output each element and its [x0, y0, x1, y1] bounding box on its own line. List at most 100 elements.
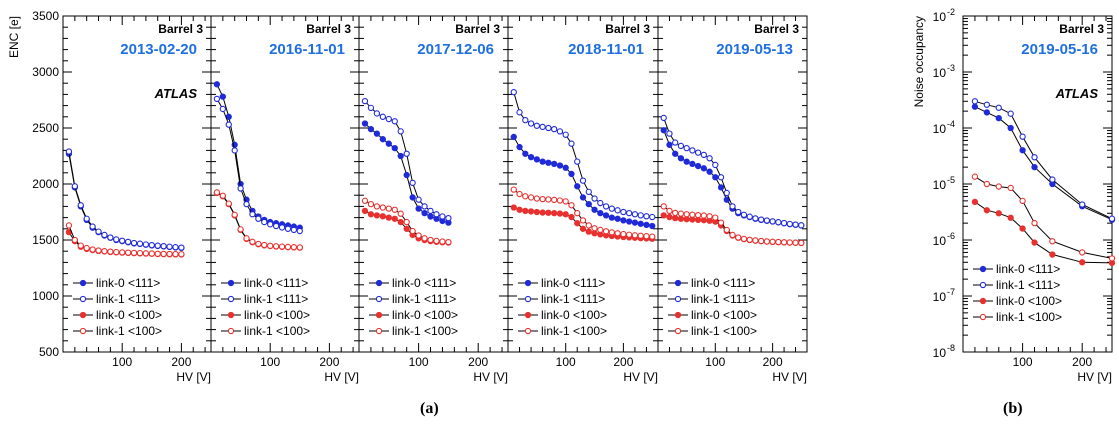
- data-point: [677, 210, 685, 217]
- data-point: [740, 235, 748, 243]
- x-tick-label: 200: [171, 355, 191, 369]
- data-point: [556, 210, 564, 217]
- data-point: [373, 203, 381, 210]
- data-point: [154, 242, 161, 249]
- data-point: [439, 238, 446, 245]
- data-point: [373, 130, 381, 137]
- data-point: [780, 239, 788, 246]
- data-point: [591, 225, 598, 232]
- data-point: [562, 164, 569, 171]
- data-point: [614, 215, 621, 222]
- series-line: [364, 100, 449, 219]
- data-point: [516, 109, 523, 116]
- data-point: [758, 237, 765, 245]
- data-point: [249, 238, 256, 245]
- data-point: [172, 244, 179, 251]
- data-point: [649, 233, 656, 240]
- y-axis-label: Noise occupancy: [912, 16, 926, 107]
- data-point: [660, 212, 667, 219]
- data-point: [971, 98, 979, 105]
- series-2: [971, 98, 1116, 222]
- data-point: [510, 204, 517, 211]
- data-point: [971, 198, 979, 206]
- data-point: [237, 185, 244, 192]
- data-point: [1079, 201, 1086, 208]
- data-point: [415, 205, 422, 212]
- data-point: [409, 179, 416, 187]
- data-point: [631, 219, 639, 226]
- atlas-label: ATLAS: [154, 86, 198, 101]
- legend-marker: [524, 279, 532, 287]
- data-point: [637, 232, 644, 239]
- data-point: [746, 236, 753, 243]
- data-point: [620, 230, 627, 238]
- data-point: [427, 207, 434, 215]
- data-point: [717, 174, 725, 181]
- data-point: [672, 215, 679, 222]
- data-point: [1031, 154, 1038, 161]
- y-tick-label: 2000: [32, 177, 59, 191]
- data-point: [379, 136, 386, 143]
- data-point: [717, 219, 725, 226]
- x-tick-label: 100: [705, 355, 725, 369]
- data-point: [672, 209, 679, 217]
- data-point: [1019, 133, 1026, 140]
- y-tick-exponent: -4: [947, 119, 955, 129]
- data-point: [602, 228, 610, 235]
- data-point: [421, 209, 428, 217]
- legend-marker: [375, 279, 383, 287]
- data-point: [219, 192, 226, 199]
- y-tick-exponent: -7: [947, 287, 955, 297]
- data-point: [545, 124, 552, 132]
- date-title: 2013-02-20: [120, 41, 197, 58]
- legend-entry: link-0 <100>: [691, 308, 757, 322]
- series-4: [65, 222, 185, 258]
- data-point: [527, 153, 535, 161]
- data-point: [243, 235, 250, 242]
- data-point: [510, 133, 517, 141]
- data-point: [527, 120, 535, 127]
- data-point: [786, 239, 793, 246]
- data-point: [706, 168, 713, 175]
- y-axis-label: ENC [e]: [7, 16, 21, 58]
- data-point: [533, 195, 540, 202]
- legend-marker: [674, 311, 682, 319]
- legend-entry: link-1 <100>: [244, 324, 310, 338]
- legend-entry: link-0 <111>: [392, 276, 456, 290]
- data-point: [631, 232, 639, 239]
- data-point: [219, 93, 226, 100]
- legend-marker: [674, 295, 682, 303]
- data-point: [637, 212, 644, 219]
- data-point: [660, 203, 667, 210]
- y-tick-label: 10: [933, 234, 947, 248]
- data-point: [620, 208, 627, 216]
- data-point: [585, 228, 592, 235]
- legend-marker: [227, 311, 235, 319]
- data-point: [672, 139, 679, 146]
- data-point: [608, 229, 615, 236]
- data-point: [689, 211, 696, 218]
- data-point: [735, 208, 742, 216]
- data-point: [403, 218, 410, 226]
- data-point: [602, 212, 610, 219]
- data-point: [574, 158, 581, 165]
- legend-marker: [79, 311, 87, 319]
- data-point: [579, 225, 587, 232]
- x-axis-label: HV [V]: [772, 370, 807, 384]
- data-point: [213, 189, 221, 196]
- data-point: [608, 205, 615, 212]
- legend: link-0 <111> link-1 <111> link-0 <100> link…: [668, 276, 757, 338]
- data-point: [568, 202, 575, 209]
- data-point: [361, 120, 369, 127]
- data-point: [579, 177, 587, 184]
- data-point: [643, 213, 650, 220]
- data-point: [677, 155, 685, 162]
- date-title: 2018-11-01: [568, 41, 644, 58]
- data-point: [124, 238, 132, 246]
- data-point: [758, 216, 765, 223]
- data-point: [666, 207, 673, 215]
- legend-entry: link-0 <111>: [691, 276, 755, 290]
- x-axis-label: HV [V]: [324, 370, 359, 384]
- sub-figure-label-b: (b): [1003, 400, 1023, 417]
